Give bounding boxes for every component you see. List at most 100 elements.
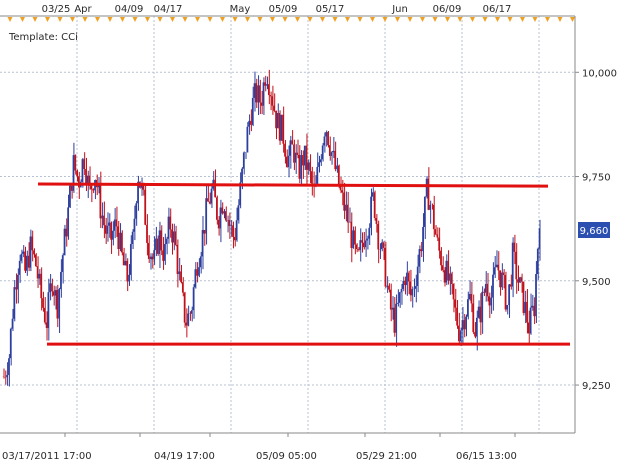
- event-marker: [345, 17, 350, 22]
- candle: [266, 76, 269, 90]
- candle: [425, 176, 428, 199]
- candle: [520, 273, 523, 293]
- candle: [436, 227, 439, 242]
- candle: [388, 283, 390, 293]
- bottom-axis-label: 06/15 13:00: [456, 451, 517, 462]
- current-price-box: 9,660: [578, 222, 610, 238]
- event-marker: [20, 17, 25, 22]
- candle: [124, 253, 127, 266]
- candle: [242, 151, 245, 175]
- candle: [156, 235, 159, 256]
- candle: [318, 155, 321, 173]
- candle: [276, 103, 279, 129]
- candle: [330, 151, 333, 165]
- top-axis-label: Apr: [74, 4, 92, 15]
- candle: [224, 206, 227, 222]
- top-time-axis: 03/25 Apr 04/09 04/17 May 05/09 05/17 Jun 06/09 0…: [7, 4, 575, 22]
- candle: [319, 154, 322, 166]
- candle: [282, 106, 285, 153]
- candle: [151, 253, 154, 269]
- candle: [484, 271, 487, 302]
- candle: [287, 145, 290, 178]
- candle: [60, 259, 62, 298]
- candle: [309, 154, 312, 184]
- candle: [483, 288, 485, 297]
- top-axis-label: 06/17: [483, 4, 512, 15]
- candle: [2, 368, 5, 379]
- candle: [226, 215, 229, 233]
- candle: [257, 75, 260, 116]
- candle: [126, 258, 129, 292]
- candle: [63, 224, 66, 256]
- event-marker: [157, 17, 163, 22]
- candle: [355, 243, 358, 253]
- event-marker: [232, 17, 238, 22]
- candle: [479, 293, 482, 336]
- current-price-box-bg: [578, 222, 610, 238]
- top-axis-label: 05/17: [316, 4, 345, 15]
- candle: [248, 114, 251, 135]
- candle: [470, 281, 473, 313]
- candle: [371, 187, 374, 201]
- event-marker: [132, 17, 138, 22]
- candle: [538, 219, 541, 261]
- event-marker: [370, 17, 375, 22]
- event-marker: [470, 17, 475, 22]
- candle: [221, 202, 224, 215]
- candle: [190, 306, 193, 322]
- candle: [305, 133, 308, 185]
- candle: [210, 183, 213, 208]
- candle: [357, 247, 360, 252]
- candle: [321, 143, 324, 162]
- event-marker: [70, 17, 75, 22]
- candle: [6, 362, 9, 386]
- candle: [380, 239, 383, 252]
- candle: [165, 236, 168, 255]
- candles: [2, 69, 541, 387]
- candle: [259, 79, 261, 115]
- candle: [370, 188, 372, 236]
- candle: [302, 150, 304, 179]
- candle: [47, 278, 50, 341]
- candle: [174, 225, 177, 247]
- price-tick-label: 10,000: [582, 68, 617, 79]
- candle: [199, 251, 202, 274]
- event-marker: [507, 17, 513, 22]
- candle: [461, 306, 464, 345]
- candle: [354, 226, 356, 255]
- event-marker: [520, 17, 525, 22]
- candle: [255, 78, 258, 109]
- candle: [300, 150, 303, 185]
- event-marker: [407, 17, 413, 22]
- candle: [26, 250, 28, 276]
- candle: [352, 226, 355, 249]
- candle: [404, 276, 407, 295]
- event-marker: [395, 17, 400, 22]
- candle: [398, 291, 401, 308]
- event-marker: [32, 17, 38, 22]
- event-marker: [245, 17, 250, 22]
- top-axis-label: 05/09: [269, 4, 298, 15]
- candle: [531, 294, 534, 311]
- event-marker: [257, 17, 263, 22]
- candle: [524, 290, 527, 324]
- candle: [216, 195, 218, 225]
- event-marker: [382, 17, 388, 22]
- top-axis-label: May: [230, 4, 251, 15]
- candle: [508, 284, 511, 318]
- candle: [160, 225, 163, 256]
- candle: [466, 291, 469, 320]
- candle: [452, 283, 455, 313]
- candle: [397, 289, 399, 307]
- candle: [440, 247, 442, 271]
- candle: [164, 233, 166, 265]
- candle: [133, 205, 136, 241]
- candle: [413, 278, 416, 297]
- event-marker: [295, 17, 300, 22]
- candle: [327, 130, 329, 148]
- event-marker: [82, 17, 88, 22]
- price-tick-label: 9,250: [582, 381, 611, 392]
- event-marker: [57, 17, 63, 22]
- candle: [176, 239, 179, 288]
- event-marker: [107, 17, 113, 22]
